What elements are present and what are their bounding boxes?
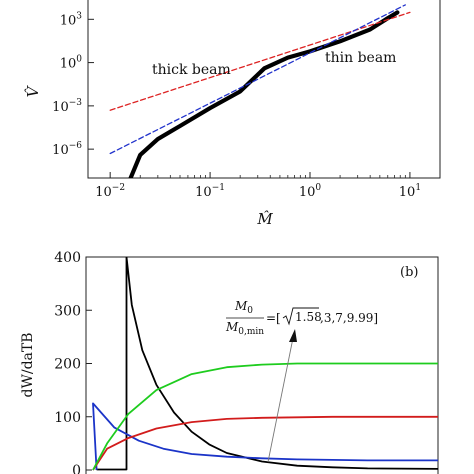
bottom-y-tick-label: 100 bbox=[54, 410, 81, 426]
bottom-y-tick-label: 0 bbox=[72, 463, 81, 474]
top-y-tick-label: 100 bbox=[60, 55, 83, 72]
top-y-tick-label: 103 bbox=[60, 11, 83, 28]
top-y-axis-label: V̂ bbox=[24, 84, 42, 97]
ratio-equals: =[ bbox=[266, 311, 281, 325]
bottom-series-line-2 bbox=[92, 415, 438, 471]
top-series-line-2 bbox=[109, 4, 406, 155]
ratio-denominator: M0,min bbox=[225, 320, 264, 337]
top-series-group bbox=[109, 4, 411, 178]
bottom-y-tick-label: 300 bbox=[54, 303, 81, 319]
annotation-thin-beam: thin beam bbox=[325, 50, 396, 66]
annotation-arrow-head bbox=[289, 329, 297, 342]
bottom-series-line-0 bbox=[95, 257, 438, 471]
annotation-thick-beam: thick beam bbox=[152, 62, 231, 78]
ratio-annotation: M0 M0,min =[ 1.58 ,3,7,9.99] bbox=[225, 299, 378, 463]
ratio-values: ,3,7,9.99] bbox=[320, 311, 378, 325]
top-y-tick-label: 10−6 bbox=[52, 141, 82, 158]
top-plot-frame bbox=[87, 0, 441, 179]
top-y-tick-label: 10−3 bbox=[52, 98, 82, 115]
top-x-tick-label: 10−1 bbox=[195, 183, 225, 200]
sqrt-sign bbox=[282, 307, 319, 326]
bottom-y-tick-label: 200 bbox=[54, 357, 81, 373]
bottom-series-group bbox=[92, 257, 438, 471]
top-x-tick-label: 10−2 bbox=[95, 183, 125, 200]
top-x-ticks: 10−2 10−1 100 101 bbox=[95, 172, 441, 200]
top-x-tick-label: 100 bbox=[299, 183, 322, 200]
top-x-tick-label: 101 bbox=[399, 183, 421, 200]
annotation-arrow-line bbox=[267, 337, 294, 463]
bottom-y-ticks: 0 100 200 300 400 bbox=[54, 250, 92, 474]
top-panel: 10−2 10−1 100 101 10−6 10−3 100 103 M̂ V̂ thic… bbox=[24, 0, 441, 228]
top-x-axis-label: M̂ bbox=[256, 210, 273, 228]
top-series-line-1 bbox=[109, 11, 411, 111]
panel-label-b: (b) bbox=[400, 265, 418, 280]
bottom-y-axis-label: dW/daTB bbox=[20, 332, 36, 397]
sqrt-argument: 1.58 bbox=[295, 310, 322, 324]
bottom-series-line-1 bbox=[92, 402, 438, 471]
bottom-panel: 0 100 200 300 400 dW/daTB (b) M0 M0,min =[ 1… bbox=[20, 250, 439, 474]
top-y-ticks: 10−6 10−3 100 103 bbox=[52, 11, 94, 158]
bottom-series-line-3 bbox=[92, 362, 438, 471]
bottom-plot-frame bbox=[85, 256, 439, 474]
ratio-numerator: M0 bbox=[234, 299, 253, 316]
bottom-y-tick-label: 400 bbox=[54, 250, 81, 266]
top-series-line-0 bbox=[128, 10, 400, 178]
